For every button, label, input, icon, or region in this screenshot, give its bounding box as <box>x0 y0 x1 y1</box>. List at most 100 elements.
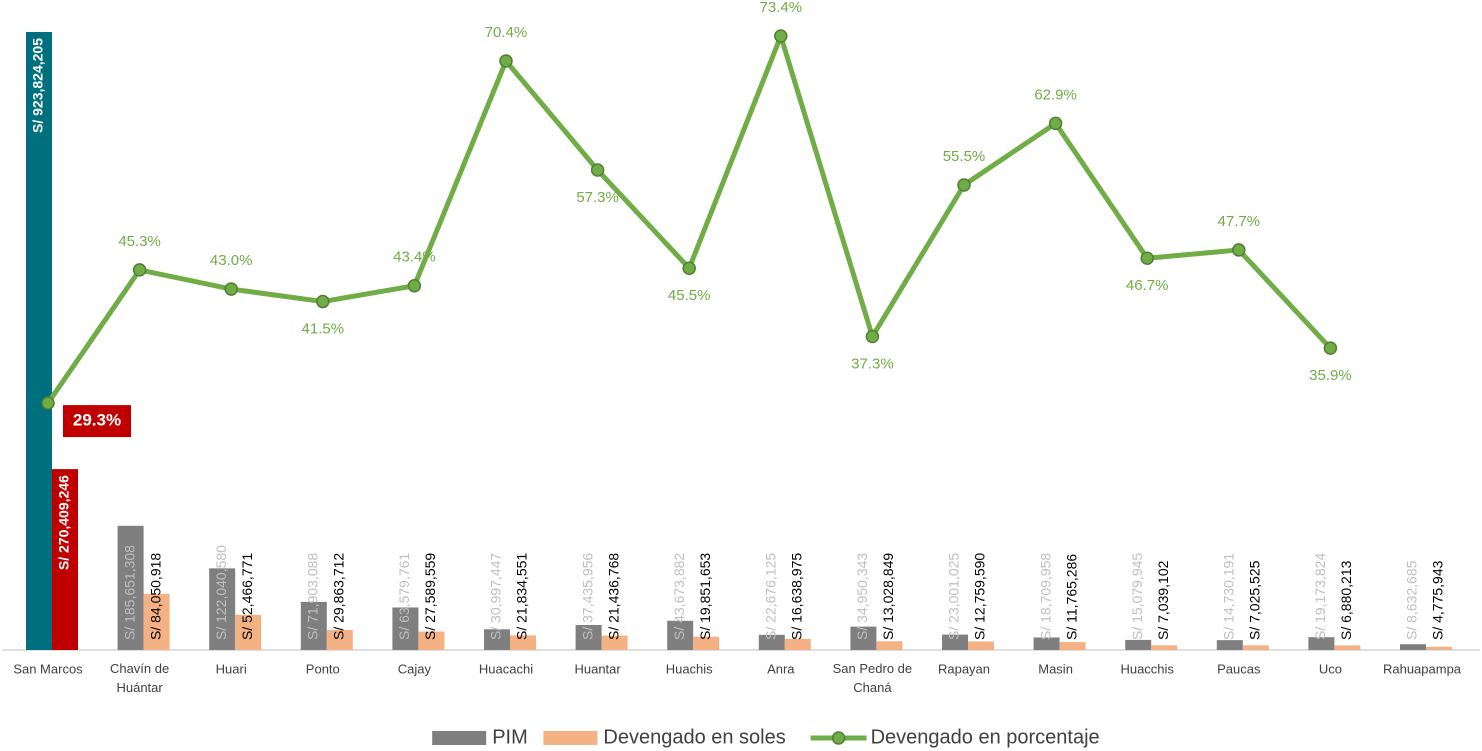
bar-value-label: S/ 21,834,551 <box>514 553 530 640</box>
bar-value-label: S/ 43,673,882 <box>671 553 687 640</box>
line-marker <box>957 178 971 192</box>
x-tick-label: San Marcos <box>13 661 83 676</box>
bar <box>484 629 510 650</box>
x-tick-label: Chavín de Huántar <box>110 661 169 695</box>
x-tick-label: Huantar <box>574 661 621 676</box>
bar <box>601 635 628 650</box>
bar-value-label: S/ 63,579,761 <box>396 553 412 640</box>
bar-value-label: S/ 14,730,191 <box>1221 553 1237 640</box>
line-marker <box>407 278 422 293</box>
bar-value-label: S/ 6,880,213 <box>1338 560 1354 640</box>
bar <box>1400 644 1426 650</box>
bar <box>1242 645 1269 650</box>
value-label-box <box>63 405 131 438</box>
line-value-label: 37.3% <box>851 355 894 372</box>
bar <box>235 614 262 650</box>
bar-value-label: S/ 71,903,088 <box>305 553 321 640</box>
bar <box>300 601 327 650</box>
line-marker <box>774 29 788 43</box>
line-value-label: 70.4% <box>485 24 528 41</box>
legend-swatch <box>432 731 487 745</box>
bar <box>942 634 968 650</box>
line-value-label: 47.7% <box>1218 213 1261 230</box>
bar <box>876 641 903 650</box>
line-marker <box>224 282 238 296</box>
bar-value-label: S/ 21,436,768 <box>605 553 621 640</box>
bar-value-label: S/ 13,028,849 <box>880 553 896 640</box>
bar-value-label: S/ 84,050,918 <box>147 553 163 640</box>
x-tick-label: Ponto <box>306 661 340 676</box>
bar <box>326 630 353 650</box>
line-value-label: 41.5% <box>302 321 345 338</box>
x-tick-label: Anra <box>767 661 795 676</box>
bar-value-label: S/ 29,863,712 <box>331 553 347 640</box>
x-tick-label: Uco <box>1319 661 1342 676</box>
bar-value-label: S/ 15,079,945 <box>1129 553 1145 640</box>
bar <box>209 568 236 650</box>
line-value-label: 73.4% <box>760 0 803 16</box>
line-value-label: 29.3% <box>73 411 121 430</box>
bar-value-label: S/ 923,824,205 <box>30 38 46 133</box>
x-tick-label: Huacachi <box>479 661 533 676</box>
bar-value-label: S/ 19,851,653 <box>697 553 713 640</box>
x-tick-label: San Pedro de Chaná <box>833 661 913 695</box>
bar-value-label: S/ 23,001,025 <box>946 553 962 640</box>
bar <box>52 469 78 650</box>
bar <box>1216 640 1243 650</box>
legend-label: Devengado en soles <box>603 726 785 748</box>
bar-value-label: S/ 7,039,102 <box>1155 560 1171 640</box>
line-value-label: 57.3% <box>576 189 619 206</box>
line-marker <box>1140 251 1154 266</box>
bar-value-label: S/ 270,409,246 <box>56 475 72 570</box>
bar <box>758 634 785 650</box>
bar <box>418 631 445 650</box>
bar <box>1308 637 1335 650</box>
bar <box>392 607 419 650</box>
bar-value-label: S/ 8,632,685 <box>1404 560 1420 640</box>
legend-label: Devengado en porcentaje <box>871 726 1100 748</box>
bar <box>850 626 877 650</box>
bar <box>968 641 994 650</box>
line-marker <box>1048 116 1063 131</box>
bar-value-label: S/ 52,466,771 <box>239 553 255 640</box>
legend-label: PIM <box>492 726 528 748</box>
bar <box>26 32 52 650</box>
line-value-label: 45.3% <box>118 233 161 250</box>
bar-value-label: S/ 12,759,590 <box>972 553 988 640</box>
line-marker <box>865 329 880 344</box>
bar-value-label: S/ 7,025,525 <box>1247 560 1263 640</box>
bar <box>1033 637 1060 650</box>
bar-value-label: S/ 185,651,308 <box>121 545 137 640</box>
line-series <box>45 33 1333 405</box>
line-marker <box>499 54 513 68</box>
line-value-label: 46.7% <box>1126 277 1169 294</box>
bar-value-label: S/ 34,950,343 <box>854 553 870 640</box>
line-value-label: 43.4% <box>393 249 436 266</box>
x-tick-label: Rapayan <box>938 661 990 676</box>
bar-value-label: S/ 18,709,958 <box>1037 553 1053 640</box>
legend-swatch <box>831 731 846 745</box>
x-tick-label: Masin <box>1038 661 1073 676</box>
line-value-label: 62.9% <box>1034 86 1077 103</box>
line-marker <box>316 294 330 309</box>
bar <box>693 636 720 650</box>
bar <box>510 635 536 650</box>
line-value-label: 55.5% <box>943 148 986 165</box>
line-value-label: 45.5% <box>668 287 711 304</box>
bar-value-label: S/ 122,040,580 <box>213 545 229 640</box>
bar-value-label: S/ 27,589,559 <box>422 553 438 640</box>
x-tick-label: Huachis <box>666 661 713 676</box>
x-tick-label: Rahuapampa <box>1383 661 1462 676</box>
bar <box>117 525 144 650</box>
line-marker <box>1323 341 1338 355</box>
bar <box>667 620 694 650</box>
line-marker <box>1232 243 1246 257</box>
line-value-label: 43.0% <box>210 252 253 269</box>
line-marker <box>132 263 147 277</box>
x-tick-label: Cajay <box>398 661 432 676</box>
legend-swatch <box>543 731 598 745</box>
x-tick-label: Paucas <box>1217 661 1261 676</box>
bar <box>784 638 811 650</box>
bar-value-label: S/ 19,173,824 <box>1312 553 1328 640</box>
